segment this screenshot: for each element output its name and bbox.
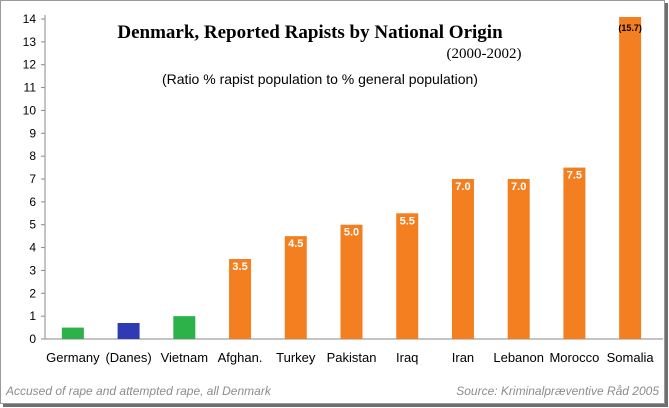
data-label: 5.5 [400, 215, 415, 227]
y-tick-label: 7 [29, 172, 36, 186]
bar [507, 179, 530, 339]
y-tick-label: 6 [29, 195, 36, 209]
bar [451, 179, 474, 339]
source-note: Source: Kriminalpræventive Råd 2005 [456, 384, 659, 398]
bar [284, 236, 307, 339]
x-category-label: Afghan. [218, 350, 263, 365]
y-tick-label: 2 [29, 286, 36, 300]
chart-title: Denmark, Reported Rapists by National Or… [117, 22, 503, 43]
data-label: 3.5 [232, 261, 247, 273]
x-category-label: Morocco [549, 350, 599, 365]
data-label: 4.5 [288, 238, 303, 250]
y-tick-label: 1 [29, 309, 36, 323]
chart-subtitle: (2000-2002) [447, 46, 522, 62]
y-tick-label: 4 [29, 241, 36, 255]
y-tick-label: 5 [29, 218, 36, 232]
chart-annotation: (Ratio % rapist population to % general … [162, 71, 478, 87]
x-category-label: Somalia [607, 350, 655, 365]
x-category-label: Pakistan [327, 350, 377, 365]
y-tick-label: 9 [29, 126, 36, 140]
data-label: 7.0 [455, 181, 470, 193]
y-tick-label: 0 [29, 332, 36, 346]
data-label: 1.0 [177, 318, 192, 330]
x-category-label: Vietnam [161, 350, 208, 365]
x-category-label: (Danes) [105, 350, 151, 365]
y-tick-label: 3 [29, 263, 36, 277]
data-label: (15.7) [618, 23, 642, 33]
bar [619, 17, 642, 339]
bar [173, 316, 196, 339]
bars: 0.5 0.7 1.0 3.5 4.5 5.0 5.5 7.0 7.0 7.5 (15.7) [61, 17, 642, 342]
bar [563, 167, 586, 339]
bar [340, 224, 363, 339]
y-tick-label: 8 [29, 149, 36, 163]
x-category-label: Turkey [276, 350, 316, 365]
data-label: 7.0 [511, 181, 526, 193]
bar [229, 259, 252, 339]
y-tick-label: 12 [23, 58, 37, 72]
x-category-label: Iraq [396, 350, 418, 365]
bar [396, 213, 419, 339]
data-label: 5.0 [344, 227, 359, 239]
bar [61, 327, 84, 339]
data-label: 7.5 [567, 170, 582, 182]
footer-note: Accused of rape and attempted rape, all … [5, 384, 272, 398]
y-tick-label: 11 [24, 81, 37, 95]
y-tick-label: 13 [23, 35, 37, 49]
data-label: 0.7 [121, 325, 136, 337]
x-category-label: Iran [452, 350, 474, 365]
bar [117, 323, 140, 339]
x-category-label: Germany [46, 350, 100, 365]
y-tick-label: 14 [23, 12, 37, 26]
y-tick-label: 10 [23, 103, 37, 117]
x-category-label: Lebanon [493, 350, 544, 365]
data-label: 0.5 [65, 330, 80, 342]
x-axis-categories: Germany (Danes) Vietnam Afghan. Turkey Pakist… [46, 350, 654, 365]
